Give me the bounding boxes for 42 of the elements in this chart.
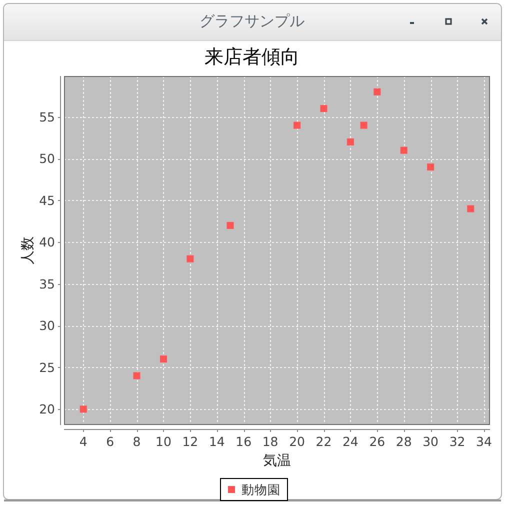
y-tick-label: 45 (39, 192, 55, 208)
x-tick-label: 16 (236, 434, 252, 449)
x-tick-label: 4 (79, 434, 88, 449)
y-tick-label: 50 (39, 151, 56, 166)
y-tick-label: 30 (39, 318, 56, 334)
x-tick-label: 28 (396, 434, 412, 449)
point (374, 88, 381, 96)
x-tick-label: 10 (156, 434, 172, 449)
point (427, 164, 434, 171)
point (160, 356, 167, 363)
y-tick-label: 25 (39, 360, 55, 375)
x-tick-label: 12 (182, 434, 198, 449)
y-tick-label: 35 (39, 276, 55, 292)
y-tick-label: 55 (39, 109, 55, 124)
x-tick-label: 32 (449, 434, 466, 449)
x-tick-label: 6 (106, 434, 114, 449)
x-tick-label: 20 (289, 434, 306, 449)
y-tick-label: 40 (39, 234, 56, 250)
point (400, 146, 408, 154)
point (186, 255, 194, 262)
legend-label: 動物園 (242, 482, 280, 497)
x-tick-label: 26 (369, 434, 386, 449)
point (294, 122, 301, 129)
x-tick-label: 18 (262, 434, 278, 449)
y-tick-label: 20 (39, 402, 56, 417)
x-tick-label: 8 (132, 434, 141, 449)
chart-title: 来店者傾向 (204, 46, 300, 68)
point (133, 372, 140, 380)
y-axis-title: 人数 (20, 236, 36, 264)
x-tick-label: 22 (316, 434, 332, 449)
point (346, 138, 354, 146)
x-tick-label: 30 (422, 434, 439, 449)
x-tick-label: 24 (342, 434, 358, 449)
point (467, 205, 474, 212)
point (80, 406, 87, 413)
point (360, 122, 368, 129)
x-axis-title: 気温 (263, 453, 291, 469)
text: グラフサンプル (200, 12, 304, 30)
x-tick-label: 34 (476, 434, 492, 449)
x-tick-label: 14 (208, 434, 225, 449)
point (226, 222, 234, 229)
point (320, 105, 328, 112)
